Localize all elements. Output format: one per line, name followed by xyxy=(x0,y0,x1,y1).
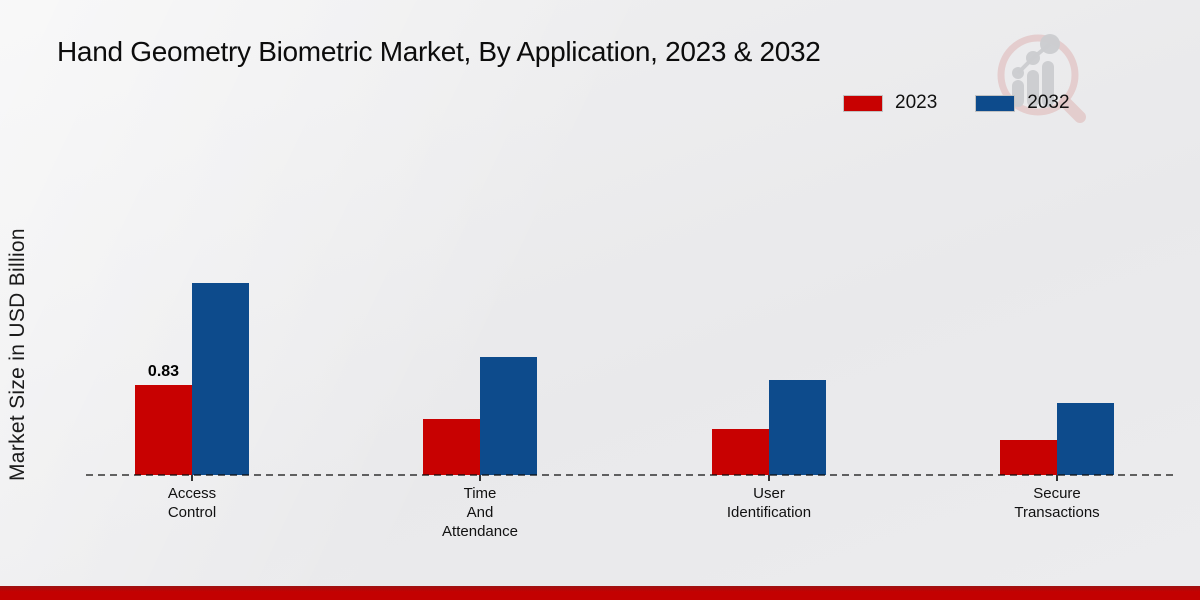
x-axis-baseline xyxy=(86,474,1178,476)
bar-2032-access-control xyxy=(192,283,249,475)
bar-2023-access-control xyxy=(135,385,192,475)
x-tick-user-identification xyxy=(768,475,770,481)
legend-swatch-2032 xyxy=(975,94,1016,112)
legend-label-2023: 2023 xyxy=(895,92,938,113)
magnifier-bar-chart-logo-icon xyxy=(997,34,1086,123)
chart-title: Hand Geometry Biometric Market, By Appli… xyxy=(57,36,821,67)
category-label-access-control: Access Control xyxy=(167,485,217,521)
data-label-2023-access-control: 0.83 xyxy=(147,363,180,380)
category-label-secure-transactions: Secure Transactions xyxy=(1014,485,1100,521)
bar-2023-time-and-attendance xyxy=(423,419,480,475)
category-label-user-identification: User Identification xyxy=(726,485,812,521)
legend: 2023 2032 xyxy=(843,92,1070,114)
legend-label-2032: 2032 xyxy=(1027,92,1070,113)
legend-swatch-2023 xyxy=(843,94,883,112)
bar-2032-user-identification xyxy=(769,380,826,475)
x-tick-secure-transactions xyxy=(1056,475,1058,481)
legend-item-2032: 2032 xyxy=(975,92,1070,114)
category-label-time-and-attendance: Time And Attendance xyxy=(442,485,518,540)
x-tick-access-control xyxy=(191,475,193,481)
x-tick-time-and-attendance xyxy=(479,475,481,481)
bar-2032-secure-transactions xyxy=(1057,403,1114,475)
footer-accent-bar xyxy=(0,586,1200,600)
bar-2032-time-and-attendance xyxy=(480,357,537,475)
legend-item-2023: 2023 xyxy=(843,92,937,114)
bar-2023-user-identification xyxy=(712,429,769,475)
bar-2023-secure-transactions xyxy=(1000,440,1057,475)
